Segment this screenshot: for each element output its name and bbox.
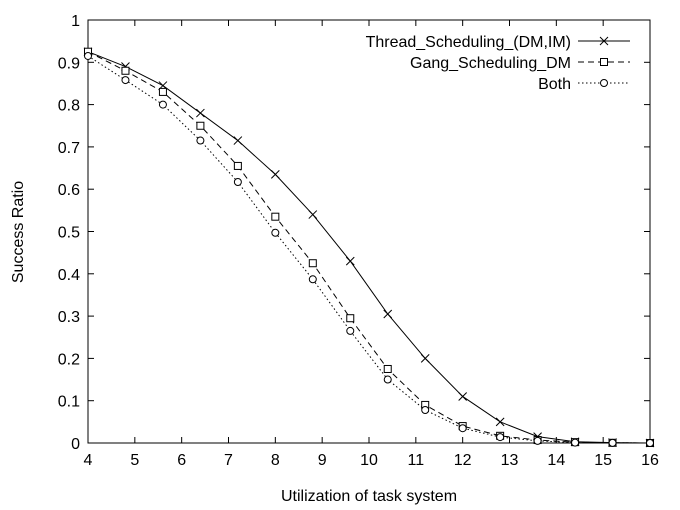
y-tick-label: 0.1 (58, 394, 80, 411)
data-point (571, 438, 580, 447)
x-tick-label: 16 (641, 452, 659, 469)
data-point (346, 314, 355, 323)
data-point (271, 228, 280, 237)
data-point (421, 406, 430, 415)
y-tick-label: 0.3 (58, 309, 80, 326)
y-tick-label: 0.6 (58, 182, 80, 199)
data-point (646, 439, 654, 447)
legend-entry-2: Gang_Scheduling_DM (410, 55, 630, 72)
data-point (233, 178, 242, 187)
data-point (233, 161, 242, 170)
data-point (233, 136, 243, 145)
series-line (87, 51, 651, 444)
data-point (270, 170, 280, 179)
data-point (383, 309, 393, 319)
y-tick-label: 0 (71, 436, 80, 453)
data-point (458, 392, 468, 401)
data-point (271, 212, 280, 221)
legend-entry-1: Thread_Scheduling_(DM,IM) (366, 34, 630, 51)
data-point (608, 438, 617, 447)
x-tick-label: 12 (454, 452, 472, 469)
data-point (196, 108, 205, 118)
y-tick-label: 0.7 (58, 140, 80, 157)
x-tick-label: 14 (547, 452, 565, 469)
series-line (87, 51, 651, 444)
x-tick-label: 9 (318, 452, 327, 469)
legend-marker (600, 58, 608, 66)
legend-label: Thread_Scheduling_(DM,IM) (366, 34, 571, 51)
y-axis-title: Success Ratio (10, 181, 27, 283)
x-tick-label: 15 (594, 452, 612, 469)
data-point (121, 76, 130, 85)
x-tick-label: 4 (84, 452, 93, 469)
data-point (383, 364, 392, 373)
x-tick-label: 5 (130, 452, 139, 469)
data-point (420, 354, 430, 363)
y-tick-label: 1 (71, 13, 80, 30)
data-point (308, 210, 318, 219)
data-point (383, 375, 392, 384)
x-tick-label: 8 (271, 452, 280, 469)
y-tick-label: 0.2 (58, 351, 80, 368)
series-line (87, 55, 651, 444)
legend-label: Gang_Scheduling_DM (410, 55, 571, 72)
legend-marker (600, 79, 608, 87)
legend-entry-3: Both (538, 76, 630, 93)
data-point (346, 326, 355, 335)
data-point (121, 66, 130, 75)
x-tick-label: 10 (360, 452, 378, 469)
x-axis-title: Utilization of task system (281, 488, 457, 505)
data-point (158, 87, 167, 96)
x-tick-label: 7 (224, 452, 233, 469)
y-tick-label: 0.9 (58, 55, 80, 72)
data-point (533, 436, 542, 445)
data-point (345, 256, 355, 266)
series-2 (84, 47, 654, 447)
x-tick-label: 11 (408, 452, 425, 469)
data-point (158, 100, 167, 109)
y-tick-label: 0.8 (58, 98, 80, 115)
x-tick-label: 6 (177, 452, 186, 469)
legend-marker (599, 36, 609, 46)
legend-label: Both (538, 76, 571, 93)
series-3 (84, 51, 654, 447)
data-point (495, 417, 505, 427)
data-point (496, 433, 505, 442)
series-1 (83, 47, 655, 448)
data-point (308, 275, 317, 284)
data-point (458, 424, 467, 433)
data-point (84, 51, 92, 60)
x-tick-label: 13 (501, 452, 519, 469)
data-point (308, 259, 317, 268)
y-tick-label: 0.4 (58, 267, 80, 284)
data-point (196, 121, 205, 130)
data-point (196, 136, 205, 145)
y-tick-label: 0.5 (58, 225, 80, 242)
